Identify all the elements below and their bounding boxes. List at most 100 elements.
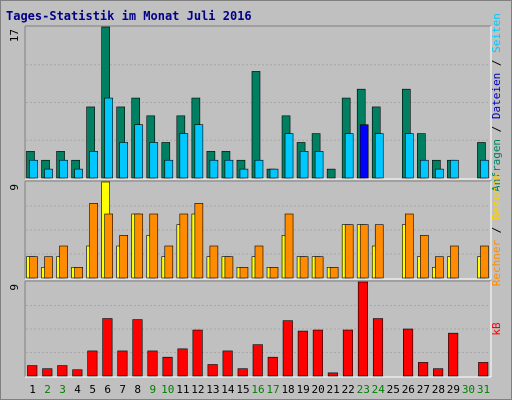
bar-kb <box>132 319 143 377</box>
x-tick-label: 12 <box>191 383 204 396</box>
x-tick-label: 20 <box>312 383 325 396</box>
bar-kb <box>478 362 489 377</box>
bar-dateien <box>119 142 128 179</box>
x-tick-label: 8 <box>134 383 141 396</box>
legend-middle: Rechner / Besuche <box>490 174 503 287</box>
bar-dateien <box>420 159 429 179</box>
x-tick-label: 14 <box>221 383 235 396</box>
bar-kb <box>448 332 459 377</box>
bar-kb <box>117 350 128 377</box>
x-tick-label: 15 <box>236 383 249 396</box>
x-tick-label: 24 <box>372 383 386 396</box>
legend-separator: / <box>490 53 503 73</box>
bar-anfragen <box>326 168 336 179</box>
x-tick-label: 26 <box>402 383 415 396</box>
x-tick-label: 18 <box>281 383 294 396</box>
bar-rechner <box>269 267 279 279</box>
bar-dateien <box>450 159 459 179</box>
x-tick-label: 10 <box>161 383 174 396</box>
bar-kb <box>72 369 83 377</box>
bar-kb <box>237 368 248 377</box>
bar-kb <box>177 348 188 377</box>
bar-kb <box>162 356 173 377</box>
x-tick-label: 11 <box>176 383 189 396</box>
bar-kb <box>342 329 353 377</box>
bar-dateien <box>284 133 294 179</box>
x-tick-label: 2 <box>44 383 51 396</box>
bar-dateien <box>314 151 324 179</box>
bar-kb <box>57 365 68 377</box>
bar-kb <box>222 350 233 377</box>
bar-kb <box>87 350 98 377</box>
y-max-label-bottom: 9 <box>8 284 21 291</box>
bar-dateien <box>164 159 174 179</box>
bar-kb <box>27 365 38 377</box>
x-tick-label: 30 <box>462 383 475 396</box>
bar-dateien <box>29 159 38 179</box>
bar-dateien <box>344 133 354 179</box>
bar-dateien <box>480 159 489 179</box>
y-max-label-middle: 9 <box>8 184 21 191</box>
bar-dateien <box>194 124 204 179</box>
bar-kb <box>327 372 338 377</box>
bar-rechner <box>450 245 459 279</box>
bar-rechner <box>239 267 249 279</box>
bar-rechner <box>329 267 339 279</box>
bar-kb <box>147 350 158 377</box>
bar-dateien <box>359 124 369 179</box>
bar-rechner <box>74 267 83 279</box>
bar-dateien <box>59 159 68 179</box>
bar-kb <box>403 328 414 377</box>
x-tick-label: 19 <box>296 383 309 396</box>
bar-kb <box>102 318 113 377</box>
bar-dateien <box>134 124 144 179</box>
bar-kb <box>418 362 429 377</box>
bar-dateien <box>435 168 444 179</box>
bar-rechner <box>314 256 324 279</box>
bar-rechner <box>59 245 68 279</box>
x-tick-label: 29 <box>447 383 460 396</box>
x-tick-label: 31 <box>477 383 490 396</box>
x-tick-label: 22 <box>342 383 355 396</box>
bar-dateien <box>89 151 98 179</box>
bar-dateien <box>179 133 189 179</box>
bar-dateien <box>44 168 53 179</box>
bar-dateien <box>224 159 234 179</box>
x-tick-label: 9 <box>149 383 156 396</box>
chart-title: Tages-Statistik im Monat Juli 2016 <box>6 9 252 23</box>
bar-dateien <box>239 168 249 179</box>
x-tick-label: 5 <box>89 383 96 396</box>
bar-rechner <box>405 213 414 279</box>
x-tick-label: 25 <box>387 383 400 396</box>
bar-dateien <box>405 133 414 179</box>
bar-kb <box>433 368 444 377</box>
legend-anfragen: Anfragen <box>490 139 503 192</box>
bar-rechner <box>164 245 174 279</box>
x-tick-label: 21 <box>327 383 340 396</box>
legend-top: Anfragen / Dateien / Seiten <box>490 13 503 192</box>
bar-dateien <box>254 159 264 179</box>
bar-rechner <box>104 213 113 279</box>
bar-rechner <box>359 224 369 279</box>
bar-dateien <box>74 168 83 179</box>
bar-rechner <box>89 203 98 279</box>
legend-kb: kB <box>490 322 503 336</box>
legend-besuche: Besuche <box>490 174 503 220</box>
bar-rechner <box>179 213 189 279</box>
bar-rechner <box>344 224 354 279</box>
x-tick-label: 7 <box>119 383 126 396</box>
bar-rechner <box>224 256 234 279</box>
bar-kb <box>267 356 278 377</box>
y-max-label-top: 17 <box>8 29 21 42</box>
x-tick-label: 16 <box>251 383 264 396</box>
legend-seiten: Seiten <box>490 13 503 53</box>
x-tick-label: 27 <box>417 383 430 396</box>
legend-bottom: kB <box>490 322 503 336</box>
bar-kb <box>282 320 293 377</box>
x-tick-label: 4 <box>74 383 81 396</box>
bar-rechner <box>149 213 159 279</box>
bar-dateien <box>299 151 309 179</box>
legend-separator: / <box>490 220 503 240</box>
legend-dateien: Dateien <box>490 73 503 119</box>
